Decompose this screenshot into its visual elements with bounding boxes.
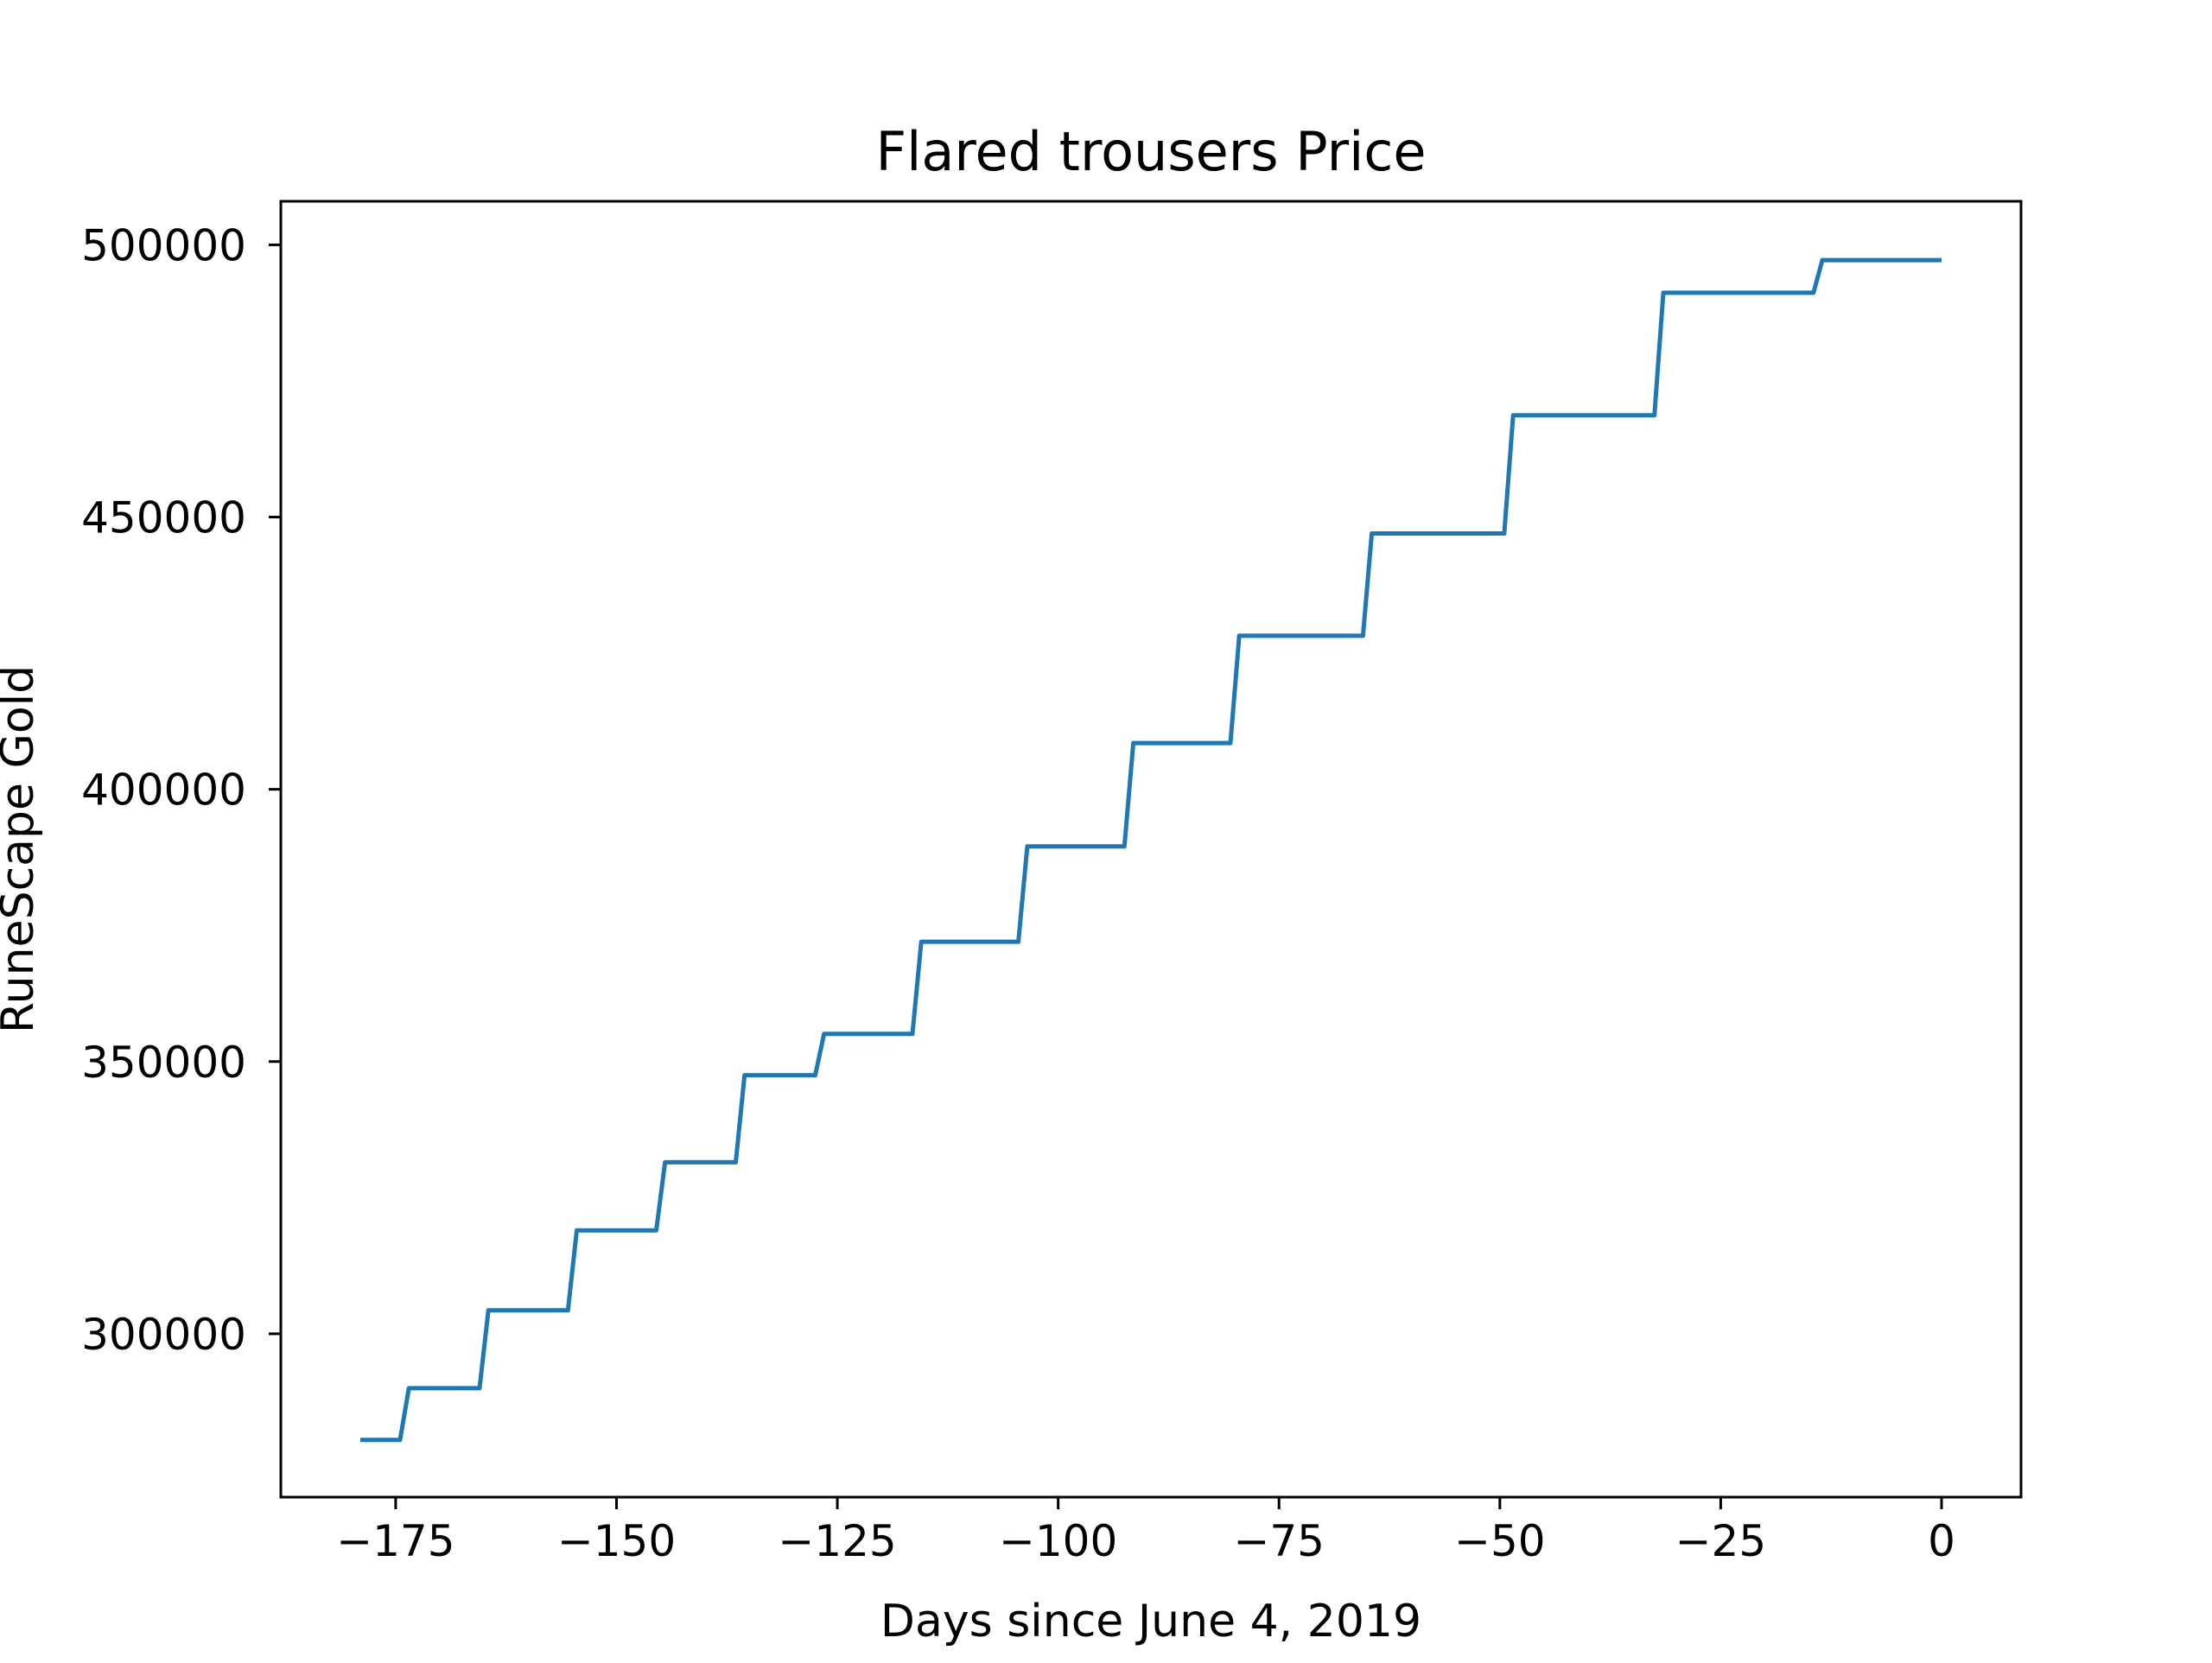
y-tick-label: 450000 xyxy=(81,493,246,543)
y-tick-label: 350000 xyxy=(81,1038,246,1088)
x-tick-label: −75 xyxy=(1233,1516,1325,1566)
y-axis-label: RuneScape Gold xyxy=(0,665,44,1033)
x-tick-label: −150 xyxy=(557,1516,676,1566)
chart-title: Flared trousers Price xyxy=(875,120,1426,183)
x-tick-label: −50 xyxy=(1454,1516,1546,1566)
axes-frame xyxy=(279,200,2023,1499)
y-tick-label: 500000 xyxy=(81,220,246,270)
x-tick-label: −125 xyxy=(778,1516,896,1566)
x-tick-label: −25 xyxy=(1675,1516,1767,1566)
series-line-0 xyxy=(360,257,1942,1443)
x-axis-ticks: −175 −150 −125 −100 −75 −50 −25 0 xyxy=(336,1497,1955,1566)
y-tick-label: 400000 xyxy=(81,765,246,816)
x-tick-label: 0 xyxy=(1928,1516,1955,1566)
y-axis-ticks: 300000 350000 400000 450000 500000 xyxy=(81,220,281,1360)
y-tick-label: 300000 xyxy=(81,1310,246,1360)
x-tick-label: −175 xyxy=(336,1516,454,1566)
x-axis-label: Days since June 4, 2019 xyxy=(880,1596,1421,1647)
x-tick-label: −100 xyxy=(999,1516,1117,1566)
plot-area xyxy=(360,257,1942,1443)
